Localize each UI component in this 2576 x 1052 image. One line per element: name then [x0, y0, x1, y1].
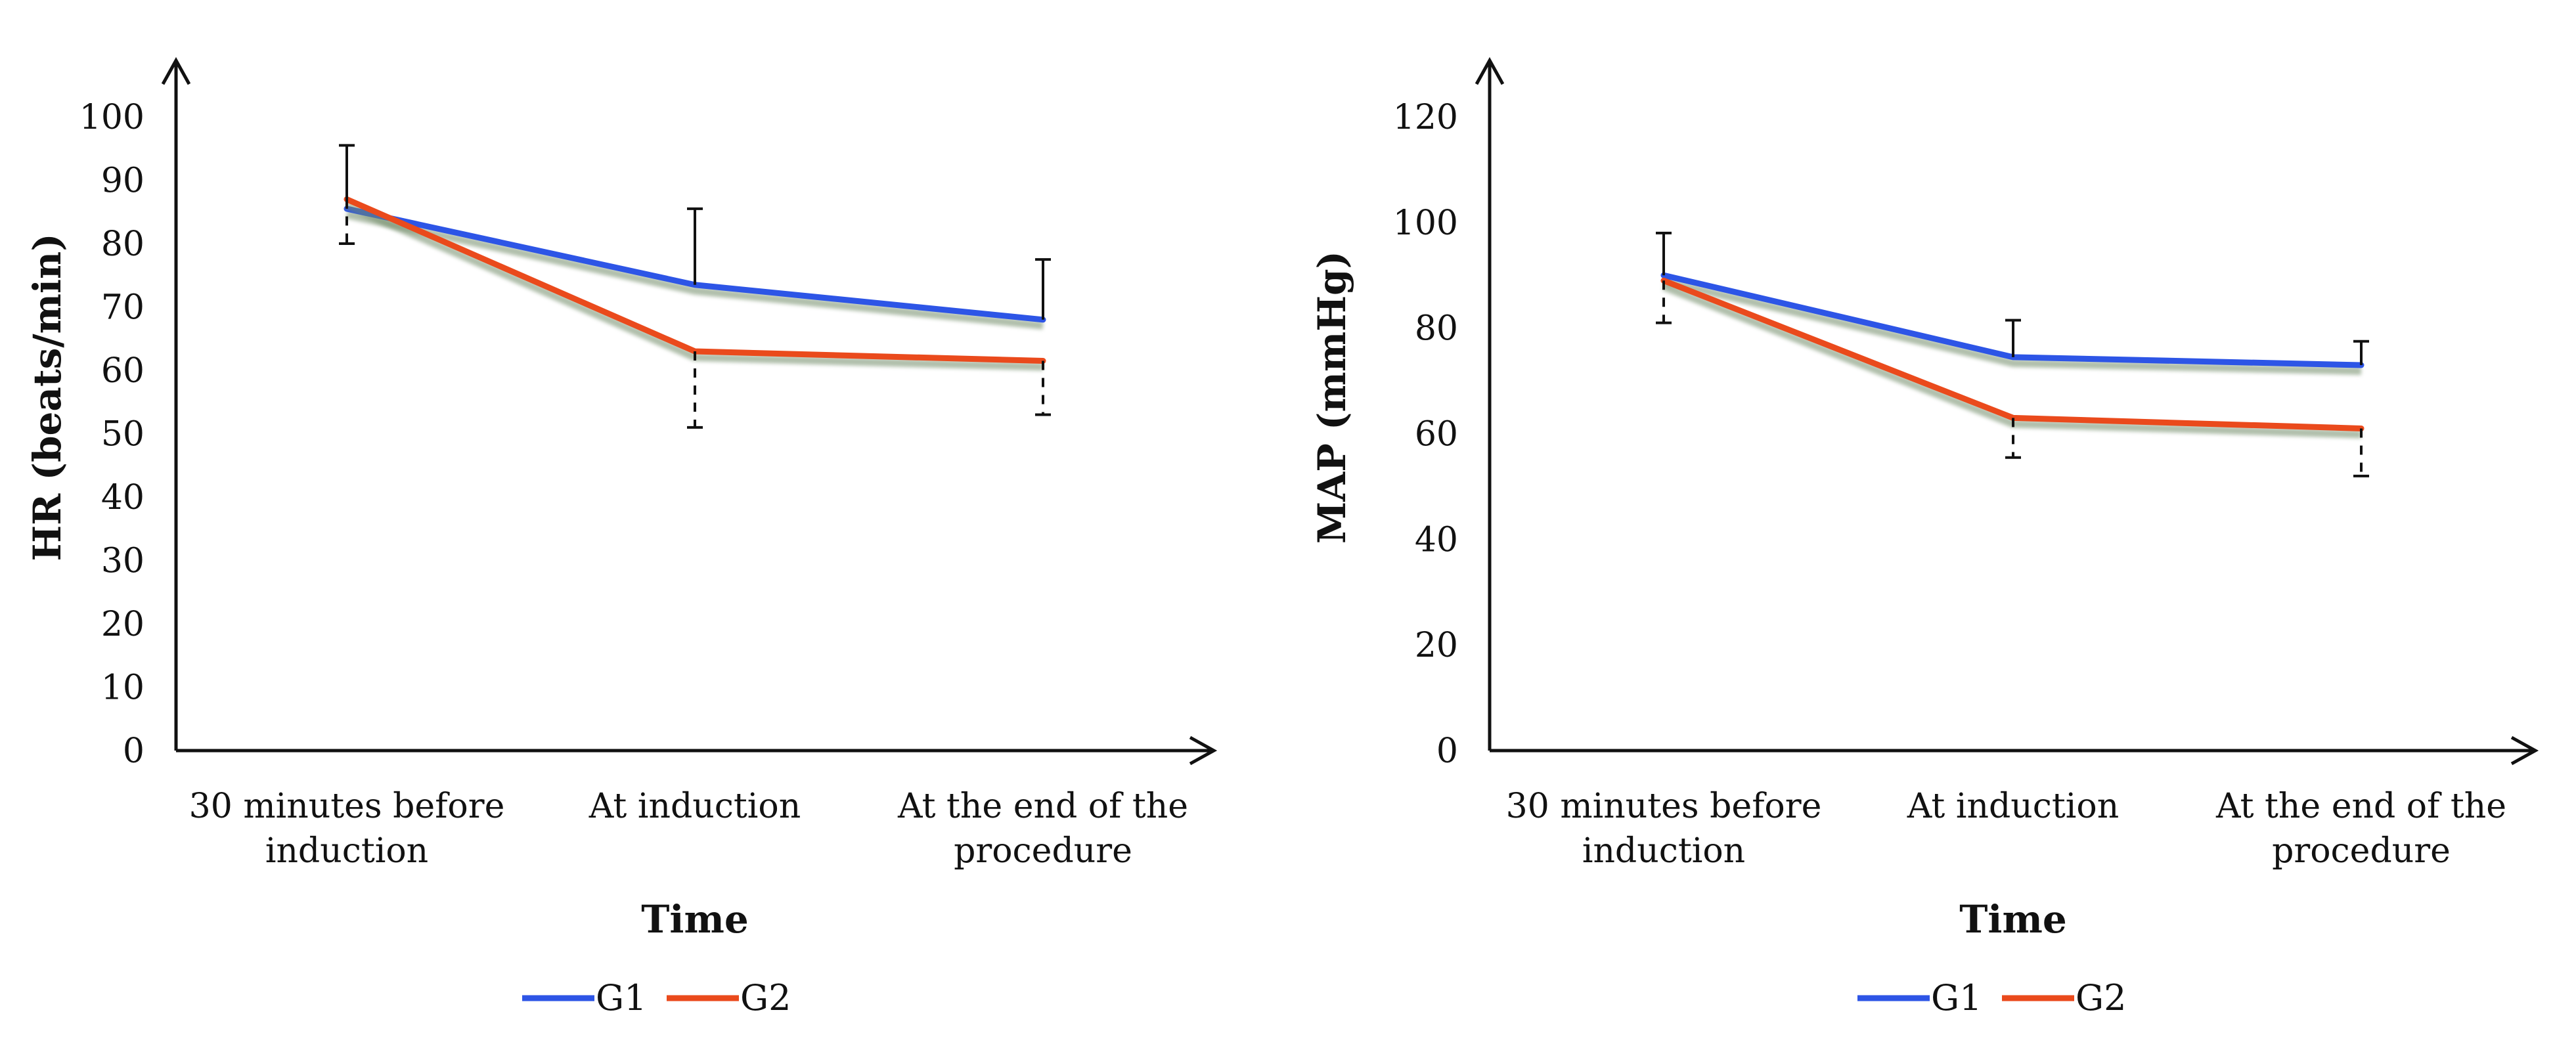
hr-x-axis-arrow — [1189, 735, 1218, 766]
hr-y-tick-label: 30 — [101, 542, 144, 581]
hr-y-tick-label: 40 — [101, 478, 144, 517]
hr-x-axis-title: Time — [641, 897, 748, 942]
hr-category-label: At the end of the — [897, 787, 1188, 826]
map-x-axis-title: Time — [1959, 897, 2066, 942]
map-category-label: At the end of the — [2215, 787, 2506, 826]
map-legend-label-g1: G1 — [1931, 977, 1982, 1019]
map-y-axis-title: MAP (mmHg) — [1310, 251, 1354, 544]
map-y-axis-arrow — [1475, 56, 1505, 85]
map-y-tick-label: 120 — [1393, 98, 1458, 137]
hr-category-label: induction — [265, 831, 428, 871]
hr-y-tick-label: 60 — [101, 351, 144, 391]
map-y-tick-label: 80 — [1415, 309, 1458, 349]
hr-category-label: 30 minutes before — [189, 787, 505, 826]
map-y-tick-label: 100 — [1393, 204, 1458, 243]
map-legend-label-g2: G2 — [2076, 977, 2127, 1019]
hr-g1-line-shadow — [345, 211, 1044, 330]
map-y-tick-label: 60 — [1415, 415, 1458, 454]
hr-chart: 0 10 20 30 40 50 60 70 80 90 100 30 minutes before i… — [25, 56, 1218, 1019]
map-g1-line-shadow — [1662, 277, 2362, 375]
map-category-label: procedure — [2272, 831, 2451, 871]
hr-y-tick-label: 50 — [101, 415, 144, 454]
map-chart: 0 20 40 60 80 100 120 30 minutes before inductio… — [1310, 56, 2539, 1019]
hr-y-axis-arrow — [161, 56, 191, 85]
hr-y-tick-label: 90 — [101, 162, 144, 201]
map-category-label: At induction — [1907, 787, 2119, 826]
hr-y-axis-title: HR (beats/min) — [25, 233, 70, 561]
hr-y-tick-label: 0 — [123, 732, 144, 771]
map-category-label: induction — [1582, 831, 1745, 871]
hr-y-tick-label: 10 — [101, 668, 144, 708]
hr-y-tick-label: 80 — [101, 225, 144, 264]
map-x-axis-arrow — [2510, 735, 2539, 766]
hr-y-tick-label: 70 — [101, 288, 144, 328]
hr-y-tick-label: 100 — [79, 98, 144, 137]
hr-category-label: At induction — [588, 787, 801, 826]
hr-legend-label-g1: G1 — [596, 977, 647, 1019]
map-y-tick-label: 20 — [1415, 626, 1458, 665]
hr-category-label: procedure — [954, 831, 1132, 871]
map-y-tick-label: 40 — [1415, 520, 1458, 559]
hr-legend-label-g2: G2 — [740, 977, 791, 1019]
hr-y-tick-label: 20 — [101, 605, 144, 644]
map-category-label: 30 minutes before — [1506, 787, 1822, 826]
map-y-tick-label: 0 — [1436, 732, 1458, 771]
